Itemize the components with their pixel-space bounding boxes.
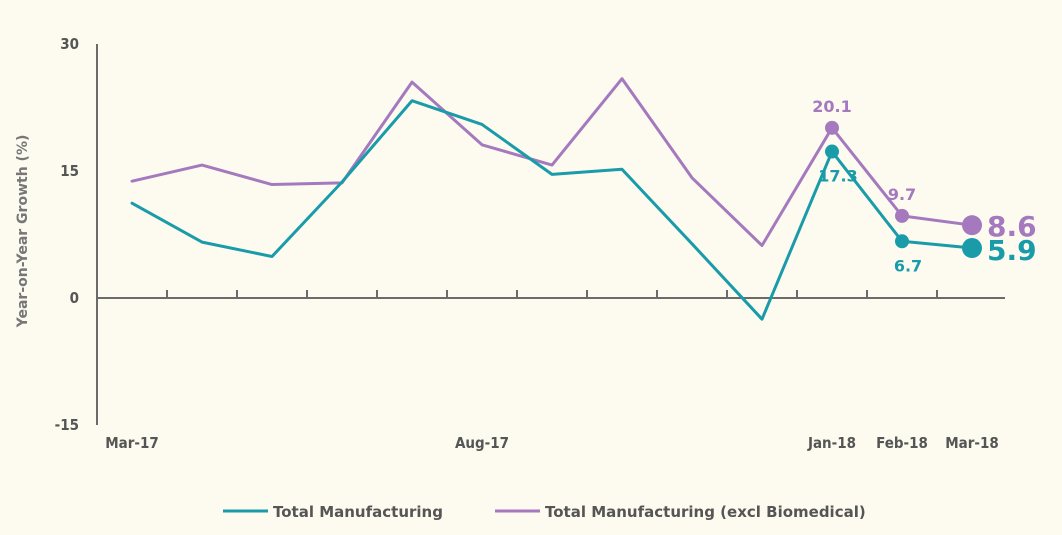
- data-point-marker: [962, 238, 982, 259]
- x-tick-label: Jan-18: [807, 434, 856, 452]
- data-point-marker: [825, 144, 839, 159]
- data-label: 20.1: [812, 97, 851, 116]
- y-tick-label: 0: [70, 289, 79, 307]
- data-point-marker: [895, 208, 909, 223]
- x-tick-label: Mar-17: [105, 434, 159, 452]
- data-label: 8.6: [987, 210, 1037, 243]
- data-point-marker: [895, 234, 909, 249]
- y-tick-label: 15: [60, 162, 79, 180]
- y-tick-label: -15: [55, 416, 79, 434]
- x-tick-label: Mar-18: [945, 434, 999, 452]
- data-label: 9.7: [888, 185, 916, 204]
- data-point-marker: [962, 215, 982, 236]
- y-tick-label: 30: [60, 35, 79, 53]
- y-axis-title: Year-on-Year Growth (%): [15, 135, 31, 329]
- x-tick-label: Feb-18: [876, 434, 928, 452]
- series-line-0: [130, 99, 974, 321]
- data-label: 6.7: [894, 256, 922, 275]
- data-label: 17.3: [818, 167, 857, 186]
- data-point-marker: [825, 120, 839, 135]
- data-label: 5.9: [987, 234, 1037, 267]
- legend-label: Total Manufacturing: [273, 503, 443, 521]
- x-tick-label: Aug-17: [455, 434, 509, 452]
- legend-label: Total Manufacturing (excl Biomedical): [545, 503, 866, 521]
